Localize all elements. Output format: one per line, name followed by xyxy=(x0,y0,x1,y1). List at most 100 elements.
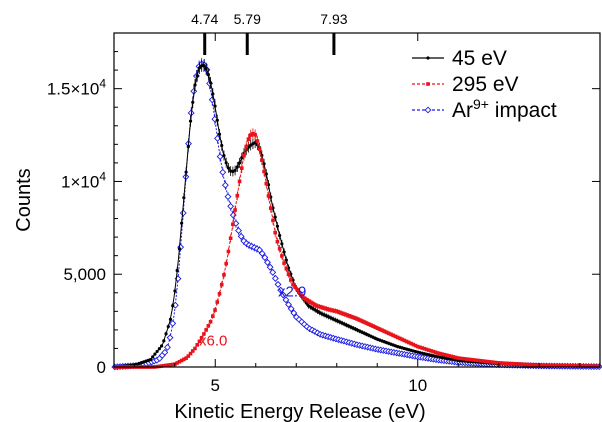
data-point xyxy=(536,363,540,367)
data-point xyxy=(574,364,578,368)
data-point xyxy=(227,202,235,210)
data-point xyxy=(237,232,245,240)
data-point xyxy=(493,360,498,365)
data-point xyxy=(235,193,240,198)
data-point xyxy=(386,331,391,336)
data-point xyxy=(529,362,534,367)
data-point xyxy=(184,170,188,174)
data-point xyxy=(277,286,285,294)
data-point xyxy=(500,361,505,365)
data-point xyxy=(469,357,474,362)
data-point xyxy=(202,332,206,336)
data-point xyxy=(169,319,177,327)
data-point xyxy=(206,72,210,77)
data-point xyxy=(456,356,460,360)
x-axis-title: Kinetic Energy Release (eV) xyxy=(174,401,425,422)
data-point xyxy=(211,314,215,318)
data-point xyxy=(235,165,239,169)
data-point xyxy=(473,358,478,362)
data-point xyxy=(485,359,489,364)
data-point xyxy=(369,323,373,327)
data-point xyxy=(407,340,411,345)
data-point xyxy=(378,327,382,332)
data-point xyxy=(173,289,177,293)
data-point xyxy=(513,362,518,366)
data-point xyxy=(409,341,413,346)
data-point xyxy=(556,363,560,368)
data-point xyxy=(151,355,155,359)
data-point xyxy=(159,344,164,348)
data-point xyxy=(313,303,318,307)
data-point xyxy=(404,339,409,344)
data-point xyxy=(211,92,215,96)
data-point xyxy=(571,363,576,368)
data-point xyxy=(208,81,213,85)
top-marker-label: 7.93 xyxy=(320,11,347,27)
data-point xyxy=(471,358,476,362)
data-point xyxy=(424,347,429,352)
data-point xyxy=(442,352,447,357)
data-point xyxy=(360,319,364,323)
data-point xyxy=(547,363,551,368)
data-point xyxy=(380,328,384,333)
data-point xyxy=(291,282,295,287)
data-point xyxy=(204,328,208,332)
data-point xyxy=(220,143,224,148)
data-point xyxy=(273,230,277,235)
data-point xyxy=(153,352,157,356)
data-point xyxy=(285,301,292,308)
data-point xyxy=(324,306,329,311)
data-point xyxy=(420,346,425,350)
data-point xyxy=(487,359,491,364)
data-point xyxy=(522,362,527,367)
data-point xyxy=(373,325,378,329)
data-point xyxy=(162,363,166,368)
data-point xyxy=(193,346,197,351)
legend-label: 45 eV xyxy=(452,47,507,70)
data-point xyxy=(279,291,287,299)
data-point xyxy=(362,320,367,324)
y-axis-title: Counts xyxy=(13,168,35,231)
data-point xyxy=(317,304,322,309)
data-point xyxy=(435,351,440,355)
y-tick-label: 1×104 xyxy=(61,169,106,191)
data-point xyxy=(511,361,516,366)
data-point xyxy=(295,288,300,292)
data-point xyxy=(431,349,436,354)
legend-item-1: 295 eV xyxy=(412,73,519,96)
y-tick-label: 1.5×104 xyxy=(47,77,106,99)
data-point xyxy=(402,338,407,343)
data-point xyxy=(415,344,420,349)
data-point xyxy=(233,208,237,212)
data-point xyxy=(159,364,164,368)
data-point xyxy=(464,357,469,361)
data-point xyxy=(166,363,171,367)
annotations: x6.0 x2.9 xyxy=(199,283,306,349)
data-point xyxy=(222,153,226,158)
data-point xyxy=(315,304,320,308)
data-point xyxy=(554,363,558,368)
data-point xyxy=(351,315,355,320)
legend-label: Ar9+ impact xyxy=(452,96,557,122)
data-point xyxy=(355,317,360,321)
data-point xyxy=(170,362,175,367)
data-point xyxy=(280,254,284,258)
data-point xyxy=(333,309,338,313)
data-point xyxy=(302,296,306,300)
data-point xyxy=(278,233,282,238)
data-point xyxy=(177,359,182,364)
data-point xyxy=(233,168,237,173)
top-marker-label: 4.74 xyxy=(191,11,218,27)
data-point xyxy=(228,236,233,241)
data-point xyxy=(331,308,335,313)
data-point xyxy=(498,361,502,365)
x-tick-label: 10 xyxy=(408,376,427,395)
data-point xyxy=(262,162,266,166)
data-point xyxy=(366,322,371,326)
data-point xyxy=(264,258,271,266)
data-point xyxy=(213,104,217,108)
data-point xyxy=(175,268,179,273)
data-point xyxy=(491,360,496,365)
data-point xyxy=(395,335,400,340)
data-point xyxy=(164,343,171,351)
